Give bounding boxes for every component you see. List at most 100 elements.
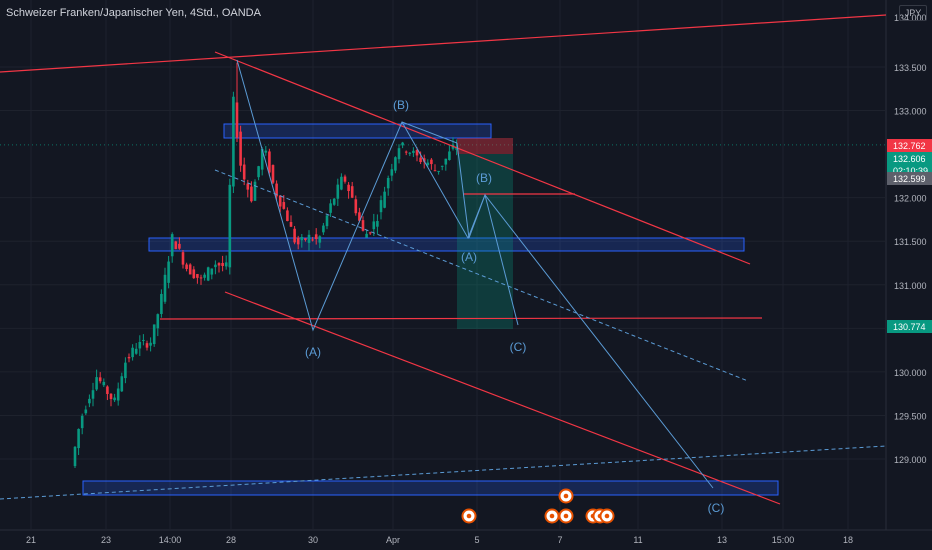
- candle-body: [318, 236, 322, 243]
- candle-body: [250, 186, 253, 202]
- candle-body: [242, 164, 246, 180]
- price-zone: [82, 480, 779, 496]
- candle-body: [170, 234, 174, 257]
- wave-label: (B): [393, 98, 409, 112]
- candle-body: [376, 221, 379, 227]
- candle-body: [365, 233, 368, 238]
- price-zone: [148, 237, 745, 252]
- candle-body: [278, 195, 282, 207]
- wave-line: [401, 121, 714, 489]
- candle-body: [404, 151, 408, 153]
- candle-body: [116, 388, 120, 401]
- candle-body: [322, 225, 325, 233]
- candle-body: [325, 215, 329, 227]
- x-tick-label: 13: [717, 535, 727, 545]
- y-tick-label: 130.000: [894, 368, 927, 378]
- candle-body: [134, 348, 138, 354]
- wave-label: (C): [708, 501, 725, 515]
- y-tick-label: 133.500: [894, 63, 927, 73]
- candle-body: [286, 210, 289, 222]
- candle-body: [188, 264, 192, 275]
- candle-body: [163, 274, 167, 302]
- candle-body: [368, 232, 372, 234]
- candle-body: [358, 212, 361, 221]
- candle-body: [77, 428, 80, 449]
- event-marker-dot: [604, 513, 610, 519]
- x-tick-label: 11: [633, 535, 642, 545]
- wave-label: (A): [305, 345, 321, 359]
- candle-body: [426, 162, 430, 166]
- candle-body: [372, 221, 376, 230]
- price-badge-label: 132.606: [893, 154, 926, 164]
- wave-label: (B): [476, 171, 492, 185]
- candle-body: [347, 184, 350, 192]
- y-tick-label: 131.000: [894, 281, 927, 291]
- candle-body: [433, 170, 437, 172]
- candle-body: [221, 262, 224, 266]
- wave-line: [236, 59, 458, 332]
- trend-line: [224, 291, 781, 505]
- stop-zone: [457, 138, 513, 154]
- candle-body: [149, 342, 152, 346]
- candle-body: [332, 198, 336, 205]
- candle-body: [178, 243, 181, 249]
- candle-body: [95, 377, 98, 390]
- candle-body: [203, 274, 206, 278]
- candle-body: [181, 252, 185, 265]
- x-tick-label: 5: [474, 535, 479, 545]
- candle-body: [239, 131, 242, 166]
- x-tick-label: 28: [226, 535, 236, 545]
- candle-body: [314, 234, 318, 240]
- candle-body: [91, 390, 95, 399]
- candle-body: [354, 199, 358, 214]
- candle-body: [199, 277, 203, 279]
- candle-body: [394, 157, 397, 171]
- candle-body: [412, 150, 415, 153]
- price-badge-label: 132.599: [893, 174, 926, 184]
- currency-button[interactable]: JPY: [899, 5, 927, 21]
- x-tick-label: 18: [843, 535, 853, 545]
- y-tick-label: 132.000: [894, 194, 927, 204]
- candle-body: [444, 158, 448, 165]
- trend-line: [0, 14, 887, 73]
- candle-body: [275, 183, 278, 197]
- candle-body: [282, 202, 286, 209]
- x-tick-label: 21: [26, 535, 36, 545]
- candle-body: [419, 157, 422, 163]
- candle-body: [113, 397, 116, 401]
- candle-body: [224, 262, 228, 267]
- candle-body: [437, 170, 440, 172]
- candle-body: [167, 261, 170, 283]
- price-badge-label: 130.774: [893, 322, 926, 332]
- x-tick-label: 14:00: [159, 535, 182, 545]
- candle-body: [293, 228, 296, 243]
- candle-body: [102, 381, 106, 386]
- candle-body: [379, 200, 383, 213]
- candle-body: [422, 158, 426, 162]
- candle-body: [350, 186, 354, 198]
- candle-body: [73, 446, 77, 467]
- candle-body: [257, 166, 260, 178]
- candle-body: [343, 176, 347, 182]
- event-marker-dot: [563, 493, 569, 499]
- candle-body: [206, 267, 210, 281]
- candle-body: [307, 234, 311, 243]
- candle-body: [336, 184, 340, 199]
- candle-body: [296, 237, 300, 245]
- candle-body: [260, 148, 264, 170]
- price-axis-pane: [886, 0, 932, 550]
- candle-body: [214, 264, 217, 268]
- candle-body: [152, 324, 156, 345]
- y-tick-label: 131.500: [894, 237, 927, 247]
- candle-body: [329, 203, 332, 213]
- candle-body: [142, 339, 145, 341]
- y-tick-label: 129.500: [894, 411, 927, 421]
- candle-body: [440, 165, 444, 167]
- price-badge: [887, 139, 932, 152]
- x-tick-label: 30: [308, 535, 318, 545]
- candle-body: [232, 96, 235, 187]
- event-marker-dot: [549, 513, 555, 519]
- event-marker-dot: [563, 513, 569, 519]
